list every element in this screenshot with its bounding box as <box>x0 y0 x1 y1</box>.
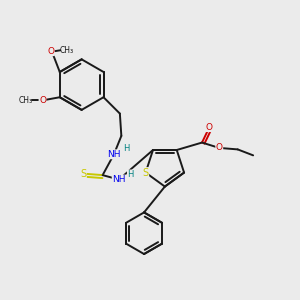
Text: O: O <box>206 123 213 132</box>
Text: O: O <box>47 47 54 56</box>
Text: CH₃: CH₃ <box>59 46 74 55</box>
Text: H: H <box>127 170 134 179</box>
Text: CH₃: CH₃ <box>19 96 33 105</box>
Text: O: O <box>216 143 223 152</box>
Text: H: H <box>123 144 130 153</box>
Text: NH: NH <box>112 175 126 184</box>
Text: S: S <box>80 169 86 178</box>
Text: NH: NH <box>107 150 121 159</box>
Text: O: O <box>39 96 46 105</box>
Text: S: S <box>142 168 149 178</box>
